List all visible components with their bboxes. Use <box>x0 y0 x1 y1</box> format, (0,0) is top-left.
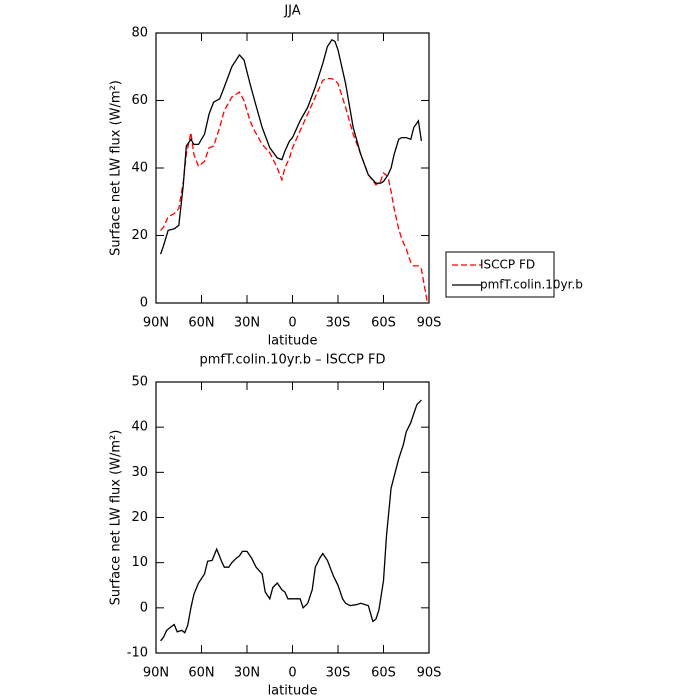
y-tick-label: 80 <box>131 26 148 41</box>
x-tick-label: 30S <box>326 666 351 681</box>
x-tick-label: 90S <box>417 316 442 331</box>
y-tick-label: 60 <box>131 93 148 108</box>
x-tick-label: 90N <box>143 666 169 681</box>
x-tick-label: 60S <box>371 316 396 331</box>
x-tick-label: 90S <box>417 666 442 681</box>
y-tick-label: 20 <box>131 228 148 243</box>
y-tick-label: 30 <box>131 465 148 480</box>
line <box>160 399 422 642</box>
x-tick-label: 0 <box>288 316 296 331</box>
y-tick-label: 50 <box>131 375 148 390</box>
plot-frame <box>155 32 430 304</box>
y-tick-label: 0 <box>140 600 148 615</box>
x-tick-label: 60S <box>371 666 396 681</box>
y-tick-label: 20 <box>131 510 148 525</box>
x-tick-label: 30N <box>234 316 260 331</box>
x-tick-label: 90N <box>143 316 169 331</box>
y-axis-label: Surface net LW flux (W/m²) <box>109 430 124 606</box>
y-tick-label: 10 <box>131 555 148 570</box>
chart-title: pmfT.colin.10yr.b – ISCCP FD <box>200 353 386 368</box>
x-tick-label: 60N <box>188 666 214 681</box>
y-tick-label: 0 <box>140 296 148 311</box>
y-tick-label: 40 <box>131 420 148 435</box>
x-axis-label: latitude <box>268 334 318 349</box>
chart-title: JJA <box>283 4 300 19</box>
line <box>159 38 423 255</box>
x-tick-label: 30S <box>326 316 351 331</box>
y-axis-label: Surface net LW flux (W/m²) <box>109 80 124 256</box>
y-tick-label: -10 <box>127 646 148 661</box>
x-axis-label: latitude <box>268 684 318 699</box>
y-tick-label: 40 <box>131 161 148 176</box>
legend-label: pmfT.colin.10yr.b <box>480 278 583 292</box>
x-tick-label: 30N <box>234 666 260 681</box>
x-tick-label: 0 <box>288 666 296 681</box>
legend-box <box>445 251 555 298</box>
legend-label: ISCCP FD <box>480 258 535 272</box>
line <box>160 77 429 304</box>
x-tick-label: 60N <box>188 316 214 331</box>
